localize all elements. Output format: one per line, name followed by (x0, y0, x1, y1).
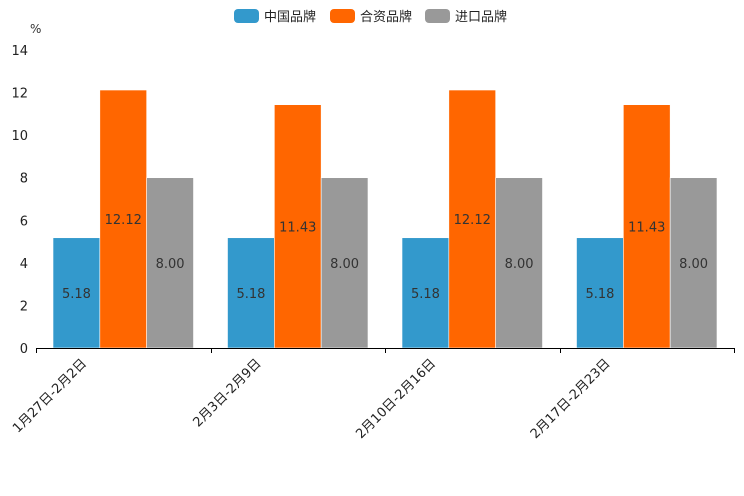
data-label: 8.00 (505, 257, 534, 272)
bar[interactable] (52, 237, 101, 349)
data-label: 5.18 (236, 287, 265, 302)
x-tick-label: 1月27日-2月2日 (10, 356, 90, 436)
bar[interactable] (623, 104, 671, 349)
legend-swatch (330, 9, 355, 23)
y-tick-label: 12 (11, 87, 28, 102)
legend-swatch (234, 9, 259, 23)
x-tick-label: 2月17日-2月23日 (528, 356, 614, 442)
y-tick-label: 6 (20, 214, 28, 229)
legend-item[interactable]: 合资品牌 (330, 9, 412, 25)
x-axis: 1月27日-2月2日 2月3日-2月9日 2月10日-2月16日 2月17日-2月23… (10, 348, 735, 442)
bars: 5.18 5.18 5.18 5.18 12.12 11.43 12.12 11.43 8.00… (52, 89, 718, 349)
data-label: 8.00 (156, 257, 185, 272)
bar[interactable] (576, 237, 624, 349)
y-axis: 0 2 4 6 8 10 12 14 (11, 44, 28, 357)
y-tick-label: 10 (11, 129, 28, 144)
y-tick-label: 4 (20, 257, 28, 272)
bar[interactable] (669, 177, 718, 349)
data-label: 5.18 (62, 287, 91, 302)
legend-swatch (425, 9, 450, 23)
y-tick-label: 8 (20, 172, 28, 187)
legend: 中国品牌 合资品牌 进口品牌 (234, 9, 507, 25)
data-label: 8.00 (330, 257, 359, 272)
legend-label: 进口品牌 (455, 9, 507, 25)
y-tick-label: 0 (20, 342, 28, 357)
y-tick-label: 2 (20, 299, 28, 314)
legend-item[interactable]: 中国品牌 (234, 9, 316, 25)
bar[interactable] (401, 237, 450, 349)
legend-label: 合资品牌 (360, 9, 412, 25)
bar[interactable] (495, 177, 543, 349)
legend-item[interactable]: 进口品牌 (425, 9, 507, 25)
data-label: 12.12 (454, 213, 491, 228)
bar[interactable] (227, 237, 275, 349)
bar[interactable] (274, 104, 322, 349)
bar[interactable] (320, 177, 369, 349)
data-label: 12.12 (105, 213, 142, 228)
data-label: 11.43 (628, 220, 665, 235)
y-tick-label: 14 (11, 44, 28, 59)
bar[interactable] (99, 89, 147, 349)
data-label: 5.18 (585, 287, 614, 302)
data-label: 11.43 (279, 220, 316, 235)
data-label: 5.18 (411, 287, 440, 302)
x-tick-label: 2月10日-2月16日 (353, 356, 439, 442)
legend-label: 中国品牌 (264, 9, 316, 25)
data-label: 8.00 (679, 257, 708, 272)
y-axis-unit: % (30, 22, 41, 36)
x-tick-label: 2月3日-2月9日 (190, 356, 264, 430)
